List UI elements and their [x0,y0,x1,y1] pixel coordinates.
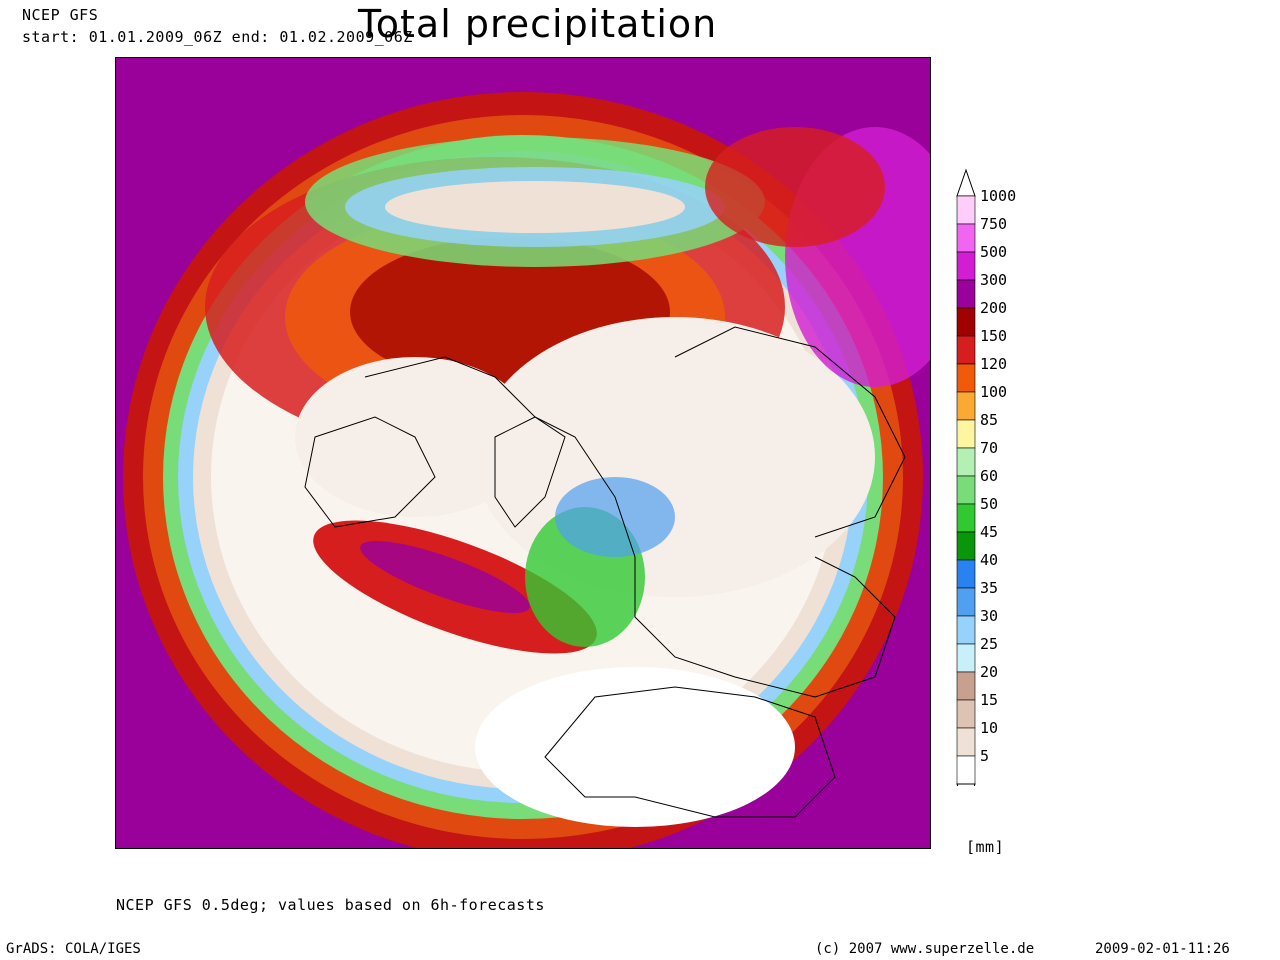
copyright-credit: (c) 2007 www.superzelle.de [815,941,1035,957]
legend-label: 750 [980,215,1007,233]
legend-label: 45 [980,523,998,541]
legend-label: 60 [980,467,998,485]
legend-swatch [956,223,976,253]
legend-label: 85 [980,411,998,429]
legend-label: 30 [980,607,998,625]
legend-swatch [956,251,976,281]
legend-swatch [956,559,976,589]
legend-label: 500 [980,243,1007,261]
legend-swatch [956,475,976,505]
legend-label: 25 [980,635,998,653]
legend-swatch [956,755,976,785]
legend-swatch [956,279,976,309]
page-title: Total precipitation [358,2,718,46]
legend-arrow-bottom [956,783,976,786]
legend-swatch [956,447,976,477]
legend-swatch [956,531,976,561]
legend-swatch [956,699,976,729]
legend-label: 70 [980,439,998,457]
legend-swatch [956,195,976,225]
footnote: NCEP GFS 0.5deg; values based on 6h-fore… [116,896,545,914]
legend-label: 35 [980,579,998,597]
legend-label: 10 [980,719,998,737]
legend-swatch [956,391,976,421]
legend-swatch [956,419,976,449]
legend-label: 1000 [980,187,1016,205]
legend-swatch [956,615,976,645]
legend-label: 20 [980,663,998,681]
legend-swatch [956,643,976,673]
unit-label: [mm] [966,838,1005,856]
legend-label: 50 [980,495,998,513]
legend-swatch [956,587,976,617]
legend-label: 300 [980,271,1007,289]
legend-label: 40 [980,551,998,569]
legend-swatch [956,671,976,701]
legend-swatch [956,503,976,533]
precipitation-map [115,57,931,849]
legend-label: 100 [980,383,1007,401]
legend-label: 5 [980,747,989,765]
legend-label: 150 [980,327,1007,345]
legend-label: 200 [980,299,1007,317]
model-label: NCEP GFS [22,6,99,24]
legend-swatch [956,363,976,393]
legend-label: 15 [980,691,998,709]
colorbar-legend: 1000 750 500 300 200 150 120 100 85 70 60 50 45 40 35 3… [956,168,1016,786]
timestamp: 2009-02-01-11:26 [1095,941,1230,957]
legend-arrow-top [956,168,976,197]
legend-swatch [956,727,976,757]
legend-swatch [956,307,976,337]
legend-label: 120 [980,355,1007,373]
software-credit: GrADS: COLA/IGES [6,941,141,957]
legend-swatch [956,335,976,365]
period-label: start: 01.01.2009_06Z end: 01.02.2009_06… [22,28,413,46]
